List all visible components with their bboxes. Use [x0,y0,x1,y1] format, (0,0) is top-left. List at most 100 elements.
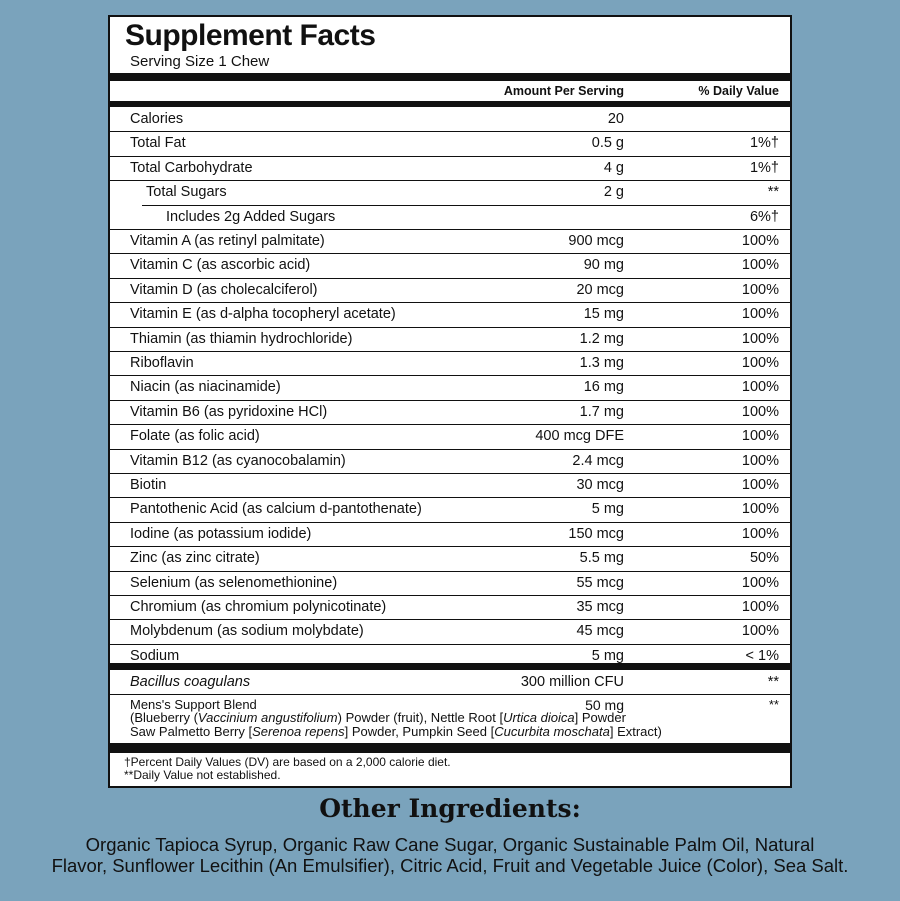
row-rule [110,326,790,328]
nutrient-row: Vitamin A (as retinyl palmitate) 900 mcg 1… [110,229,790,253]
daily-value: ** [767,674,779,690]
daily-value: 100% [741,574,779,591]
column-header: % Daily Value [698,84,779,98]
nutrient-name: Chromium (as chromium polynicotinate) [130,599,387,615]
nutrient-row: Niacin (as niacinamide) 16 mg 100% [110,375,790,399]
row-rule [110,619,790,621]
daily-value: 100% [741,257,779,274]
daily-value: 100% [741,477,779,493]
other-ingredients-text: Organic Tapioca Syrup, Organic Raw Cane … [0,834,900,876]
blend-description: (Blueberry (Vaccinium angustifolium) Pow… [130,711,662,739]
label-title: Supplement Facts [125,19,376,52]
nutrient-row: Riboflavin 1.3 mg 100% [110,351,790,375]
amount: 16 mg [583,379,624,396]
nutrient-row: Includes 2g Added Sugars 6%† [110,204,790,229]
ingredients-line: Organic Tapioca Syrup, Organic Raw Cane … [85,834,815,855]
nutrient-name: Biotin [130,477,167,493]
thick-rule [110,663,790,670]
daily-value: 100% [741,379,779,396]
blend-segment: ] Powder [574,710,626,725]
column-header: Amount Per Serving [503,84,624,98]
amount: 150 mcg [568,525,624,542]
amount: 55 mcg [576,574,624,591]
row-rule [110,229,790,230]
daily-value: 100% [741,452,779,469]
nutrient-row: Total Fat 0.5 g 1%† [110,131,790,155]
nutrient-name: Bacillus coagulans [130,674,251,690]
thick-rule [110,73,790,81]
blend-segment: Saw Palmetto Berry [ [130,724,253,739]
blend-line: Saw Palmetto Berry [Serenoa repens] Powd… [130,725,662,739]
nutrient-name: Total Carbohydrate [130,159,253,176]
amount: 1.7 mg [579,403,624,420]
other-ingredients-title: Other Ingredients: [319,794,581,823]
supplement-label: Supplement Facts Serving Size 1 Chew Amo… [108,15,792,788]
nutrient-name: Vitamin B6 (as pyridoxine HCl) [130,403,328,420]
daily-value: 100% [741,623,779,640]
amount: 45 mcg [576,623,624,640]
amount: 90 mg [583,257,624,274]
nutrient-name: Vitamin A (as retinyl palmitate) [130,233,325,249]
row-rule [110,595,790,596]
blend-segment: ] Powder, Pumpkin Seed [ [344,724,495,739]
row-rule [110,277,790,279]
daily-value: 100% [741,355,779,371]
daily-value: 100% [741,501,779,518]
ingredients-line: Flavor, Sunflower Lecithin (An Emulsifie… [51,855,849,876]
daily-value: 100% [741,428,779,445]
amount: 5.5 mg [579,550,624,567]
amount: 400 mcg DFE [535,428,624,445]
blend-segment: Serenoa repens [252,724,345,739]
amount: 2.4 mcg [572,452,624,469]
nutrient-name: Calories [130,111,184,127]
nutrient-name: Riboflavin [130,355,194,371]
row-rule [110,253,790,255]
row-rule [110,155,790,157]
nutrient-row: Total Sugars 2 g ** [110,180,790,204]
blend-segment: ] Extract) [609,724,662,739]
nutrient-row: Vitamin C (as ascorbic acid) 90 mg 100% [110,253,790,277]
rule [110,694,790,695]
nutrient-row: Vitamin B6 (as pyridoxine HCl) 1.7 mg 100% [110,399,790,424]
daily-value: 100% [741,281,779,298]
nutrient-name: Sodium [130,647,180,664]
blend-segment: Cucurbita moschata [494,724,610,739]
daily-value: 100% [741,599,779,615]
nutrient-row: Biotin 30 mcg 100% [110,473,790,497]
nutrient-name: Vitamin D (as cholecalciferol) [130,281,318,298]
nutrient-name: Total Fat [130,135,186,152]
amount: 900 mcg [568,233,624,249]
blend-segment: ) Powder (fruit), Nettle Root [ [337,710,504,725]
nutrient-name: Total Sugars [146,184,227,201]
daily-value: 6%† [749,208,779,225]
row-rule [110,570,790,572]
nutrient-row: Vitamin D (as cholecalciferol) 20 mcg 100% [110,277,790,302]
amount: 5 mg [591,647,624,664]
nutrient-row: Selenium (as selenomethionine) 55 mcg 100% [110,570,790,595]
amount: 1.3 mg [579,355,624,371]
nutrient-name: Selenium (as selenomethionine) [130,574,338,591]
footnotes: †Percent Daily Values (DV) are based on … [124,756,451,782]
blend-line: (Blueberry (Vaccinium angustifolium) Pow… [130,711,662,725]
row-rule [110,399,790,401]
footnote: **Daily Value not established. [124,768,281,782]
probiotic-row: Bacillus coagulans 300 million CFU ** [110,670,790,694]
row-rule [110,643,790,645]
daily-value: 100% [741,525,779,542]
daily-value: 100% [741,403,779,420]
amount: 4 g [603,159,624,176]
nutrient-row: Pantothenic Acid (as calcium d-pantothen… [110,497,790,521]
daily-value: 100% [741,233,779,249]
row-rule [142,204,790,206]
row-rule [110,497,790,499]
nutrient-name: Thiamin (as thiamin hydrochloride) [130,330,353,347]
row-rule [110,521,790,523]
row-rule [110,351,790,352]
amount: 15 mg [583,306,624,323]
nutrient-row: Calories 20 [110,107,790,131]
nutrient-name: Folate (as folic acid) [130,428,260,445]
nutrient-row: Total Carbohydrate 4 g 1%† [110,155,790,180]
nutrient-row: Zinc (as zinc citrate) 5.5 mg 50% [110,546,790,570]
nutrient-row: Folate (as folic acid) 400 mcg DFE 100% [110,424,790,448]
